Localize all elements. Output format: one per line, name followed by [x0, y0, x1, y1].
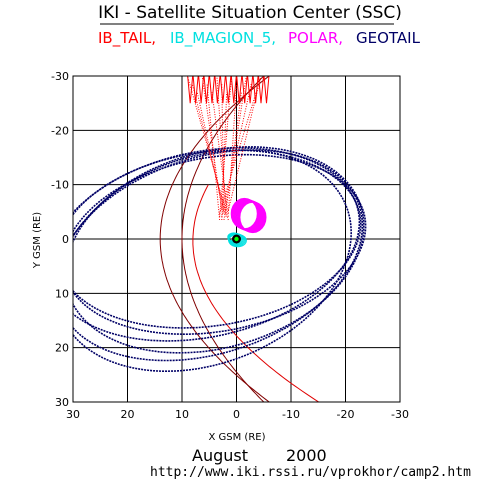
y-tick-labels: -30 -20 -10 0 10 20 30 [51, 70, 69, 409]
ib-tail-segment [219, 92, 257, 214]
magnetopause-boundary [181, 76, 265, 402]
y-axis-label: Y GSM (RE) [32, 212, 43, 269]
earth-marker-inner [234, 236, 239, 242]
x-tick-label: 30 [66, 408, 80, 421]
magion-5-orbit [228, 234, 247, 248]
chart-title: IKI - Satellite Situation Center (SSC) [98, 3, 402, 23]
plot-frame [72, 75, 401, 403]
geotail-orbit [73, 146, 365, 354]
y-tick-label: 0 [62, 233, 69, 246]
x-tick-label: 20 [121, 408, 135, 421]
bow-shock-boundary [159, 76, 270, 402]
legend: IB_TAIL, IB_MAGION_5, POLAR, GEOTAIL [98, 29, 421, 48]
ib-tail-segment [221, 84, 225, 211]
red-boundary [192, 184, 319, 402]
x-tick-label: 0 [233, 408, 240, 421]
plot-content [73, 76, 400, 402]
x-tick-label: -10 [282, 408, 300, 421]
polar-orbit [230, 197, 259, 230]
y-tick-label: 20 [55, 342, 69, 355]
ib-tail-segment [206, 84, 221, 221]
ib-tail-segment [219, 76, 233, 217]
x-tick-label: -20 [337, 408, 355, 421]
legend-geotail: GEOTAIL [356, 29, 421, 47]
x-tick-label: -30 [391, 408, 409, 421]
ib-tail-track [186, 76, 270, 221]
y-tick-label: -10 [51, 179, 69, 192]
y-tick-label: -20 [51, 124, 69, 137]
legend-polar: POLAR, [288, 29, 343, 47]
plot-area [72, 75, 401, 403]
ib-tail-segment [216, 76, 227, 214]
ib-tail-segment [211, 92, 229, 217]
geotail-orbit [73, 147, 361, 342]
ib-tail-segment [227, 84, 237, 214]
geotail-orbits [73, 146, 367, 372]
geotail-orbit [73, 149, 364, 362]
footer-year: 2000 [286, 446, 327, 465]
ib-tail-segment [191, 84, 227, 217]
footer-url: http://www.iki.rssi.ru/vprokhor/camp2.ht… [150, 465, 471, 480]
geotail-orbit [73, 153, 367, 335]
ib-tail-segment [196, 92, 225, 214]
geotail-orbit [73, 149, 353, 372]
ib-tail-segment [201, 76, 223, 211]
y-tick-label: -30 [51, 70, 69, 83]
y-tick-label: 10 [55, 287, 69, 300]
x-tick-label: 10 [175, 408, 189, 421]
x-axis-label: X GSM (RE) [208, 432, 265, 443]
x-tick-labels: 30 20 10 0 -10 -20 -30 [66, 408, 409, 421]
legend-ib-tail: IB_TAIL, [98, 29, 156, 48]
ib-tail-segment [221, 84, 252, 217]
ib-tail-apogee [187, 76, 270, 104]
geotail-orbit [73, 149, 362, 329]
legend-ib-magion-5: IB_MAGION_5, [170, 29, 276, 48]
ib-tail-segment [223, 76, 247, 221]
footer-month: August [192, 446, 248, 465]
y-tick-label: 30 [55, 396, 69, 409]
polar-track [230, 197, 267, 234]
